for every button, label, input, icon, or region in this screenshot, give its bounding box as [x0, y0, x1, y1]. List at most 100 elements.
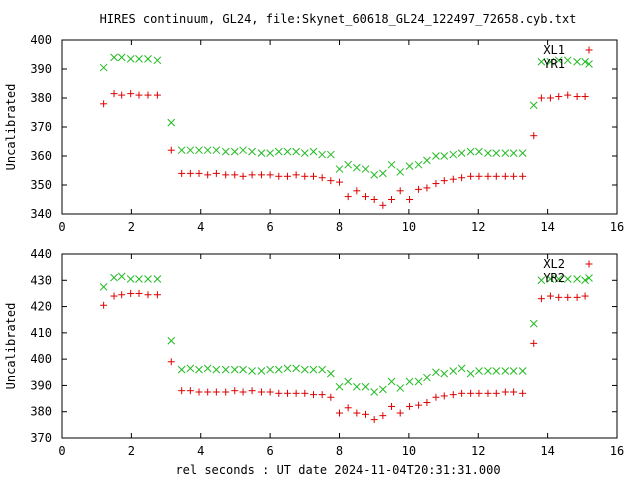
green-cross-point [449, 150, 458, 159]
legend-label: XL1 [543, 43, 565, 57]
red-plus-point [167, 358, 175, 366]
red-plus-point [178, 169, 186, 177]
green-cross-point [457, 364, 466, 373]
y-tick-label: 430 [30, 273, 52, 287]
green-cross-point [414, 160, 423, 169]
red-plus-point [537, 94, 545, 102]
green-cross-point [449, 367, 458, 375]
red-plus-point [432, 180, 440, 188]
red-plus-point [396, 187, 404, 195]
green-cross-point [573, 57, 581, 66]
red-plus-point [510, 172, 518, 180]
red-plus-point [344, 193, 352, 201]
red-plus-point [110, 90, 118, 98]
green-cross-point [167, 336, 176, 345]
red-plus-point [449, 175, 457, 183]
red-plus-point [292, 171, 300, 179]
red-plus-point [423, 399, 431, 407]
red-plus-point [248, 171, 256, 179]
legend-label: YR2 [543, 271, 565, 285]
green-cross-point [117, 53, 126, 62]
red-plus-point [581, 292, 589, 300]
red-plus-point [153, 91, 161, 99]
green-cross-point [292, 364, 300, 373]
red-plus-point [153, 291, 161, 299]
green-cross-point [387, 160, 396, 169]
x-tick-label: 6 [267, 220, 274, 234]
red-plus-point [555, 293, 563, 301]
green-cross-point [167, 118, 176, 127]
y-tick-label: 370 [30, 431, 52, 445]
red-plus-point [458, 389, 466, 397]
red-plus-point [266, 388, 274, 396]
red-plus-point [564, 293, 572, 301]
green-cross-point [529, 319, 538, 328]
y-tick-label: 390 [30, 378, 52, 392]
y-tick-label: 360 [30, 149, 52, 163]
red-plus-point [275, 389, 283, 397]
green-cross-point [283, 364, 292, 373]
legend-sample [585, 274, 593, 282]
green-cross-point [212, 365, 221, 374]
y-tick-label: 390 [30, 62, 52, 76]
red-plus-point [458, 174, 466, 182]
red-plus-point [484, 172, 492, 180]
red-plus-point [467, 172, 475, 180]
green-cross-point [546, 275, 555, 283]
red-plus-point [257, 388, 265, 396]
red-plus-point [292, 389, 300, 397]
green-cross-point [554, 275, 563, 283]
red-plus-point [231, 387, 239, 395]
red-plus-point [239, 172, 247, 180]
red-plus-point [362, 193, 370, 201]
green-cross-point [99, 63, 108, 72]
green-cross-point [405, 377, 414, 386]
green-cross-point [212, 146, 221, 155]
green-cross-point [554, 56, 563, 65]
red-plus-point [501, 388, 509, 396]
green-cross-point [248, 367, 256, 375]
green-cross-point [144, 54, 152, 63]
red-plus-point [344, 404, 352, 412]
red-plus-point [318, 391, 326, 399]
red-plus-point [501, 172, 509, 180]
red-plus-point [283, 389, 291, 397]
green-cross-point [537, 57, 546, 66]
x-axis-label: rel seconds : UT date 2024-11-04T20:31:3… [175, 463, 500, 477]
green-cross-point [126, 54, 135, 63]
green-cross-point [318, 365, 327, 374]
green-cross-point [396, 384, 405, 392]
y-axis-label: Uncalibrated [4, 303, 18, 390]
y-tick-label: 420 [30, 300, 52, 314]
green-cross-point [117, 272, 126, 281]
x-tick-label: 10 [402, 220, 416, 234]
red-plus-point [388, 402, 396, 410]
red-plus-point [301, 389, 309, 397]
red-plus-point [353, 187, 361, 195]
x-tick-label: 2 [128, 444, 135, 458]
green-cross-point [361, 382, 370, 391]
green-cross-point [110, 53, 118, 62]
red-plus-point [135, 91, 143, 99]
red-plus-point [379, 201, 387, 209]
red-plus-point [266, 171, 274, 179]
green-cross-point [414, 377, 423, 386]
plot-frame [61, 39, 618, 215]
green-cross-point [537, 276, 546, 285]
green-cross-point [186, 146, 195, 155]
green-cross-point [475, 367, 483, 375]
red-plus-point [127, 289, 135, 297]
y-tick-label: 340 [30, 207, 52, 221]
green-cross-point [370, 388, 379, 396]
red-plus-point [336, 409, 343, 417]
green-cross-point [492, 367, 501, 375]
green-cross-point [509, 367, 518, 375]
red-plus-point [415, 401, 423, 409]
green-cross-point [318, 150, 327, 159]
red-plus-point [327, 177, 335, 185]
green-cross-point [563, 275, 572, 283]
green-cross-point [423, 373, 431, 382]
green-cross-point [546, 57, 555, 66]
green-cross-point [484, 149, 492, 157]
red-plus-point [546, 94, 554, 102]
